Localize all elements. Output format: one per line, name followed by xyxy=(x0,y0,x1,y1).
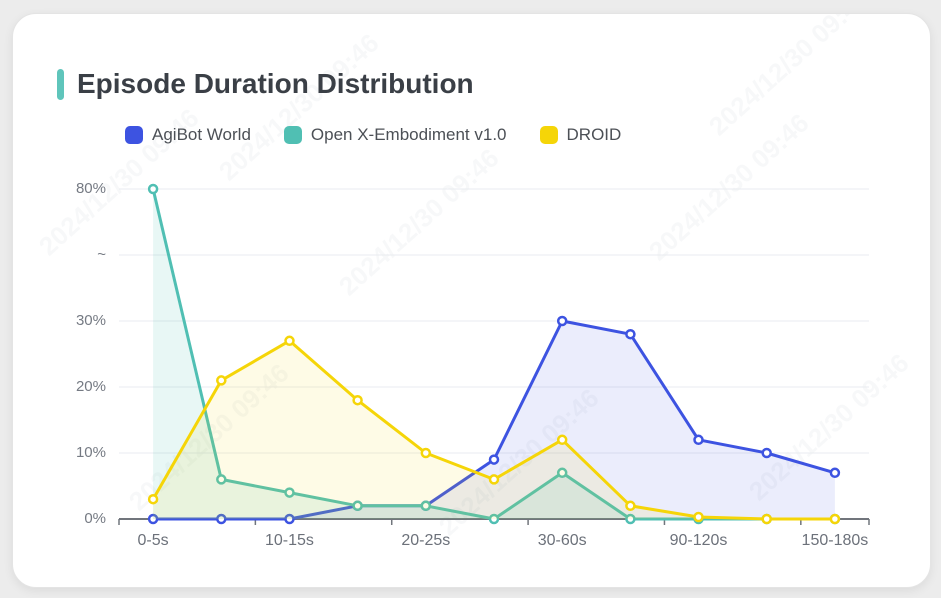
data-point-open-x-embodiment-v1-0[interactable] xyxy=(556,467,568,479)
data-point-droid[interactable] xyxy=(420,447,432,459)
data-point-droid[interactable] xyxy=(488,474,500,485)
data-point-open-x-embodiment-v1-0[interactable] xyxy=(488,513,500,525)
y-axis-label: 20% xyxy=(75,378,106,395)
data-point-droid[interactable] xyxy=(761,513,772,525)
y-axis-label: ~ xyxy=(97,246,106,263)
data-point-open-x-embodiment-v1-0[interactable] xyxy=(147,183,159,195)
series-area-open-x-embodiment-v1-0 xyxy=(153,189,835,519)
legend-item-label: Open X-Embodiment v1.0 xyxy=(310,125,507,144)
chart-card: 2024/12/30 09:46 2024/12/30 09:46 2024/12/… xyxy=(12,13,931,588)
data-point-agibot-world[interactable] xyxy=(216,513,227,525)
data-point-agibot-world[interactable] xyxy=(761,447,772,459)
x-axis-label: 30-60s xyxy=(537,532,587,549)
legend-item-label: DROID xyxy=(566,125,622,144)
y-axis-label: 0% xyxy=(84,510,106,527)
legend-item-label: AgiBot World xyxy=(152,125,251,144)
legend-item-agibot-world[interactable]: AgiBot World xyxy=(125,125,251,145)
x-axis-label: 20-25s xyxy=(401,532,451,549)
data-point-droid[interactable] xyxy=(556,434,568,446)
legend-swatch xyxy=(125,126,143,144)
chart-title: Episode Duration Distribution xyxy=(77,68,474,99)
data-point-agibot-world[interactable] xyxy=(693,434,704,446)
x-axis-label: 0-5s xyxy=(137,532,169,549)
chart-legend: AgiBot World Open X-Embodiment v1.0 DROID xyxy=(125,125,621,145)
y-axis-label: 30% xyxy=(75,312,106,329)
data-point-droid[interactable] xyxy=(216,375,227,386)
data-point-droid[interactable] xyxy=(284,335,295,347)
x-axis-label: 90-120s xyxy=(669,532,728,549)
legend-swatch xyxy=(539,126,558,144)
data-point-droid[interactable] xyxy=(693,511,704,523)
title-accent-bar xyxy=(57,68,64,100)
series-area-droid xyxy=(153,340,835,519)
data-point-droid[interactable] xyxy=(625,500,636,512)
data-point-agibot-world[interactable] xyxy=(625,328,636,340)
data-point-agibot-world[interactable] xyxy=(829,467,841,479)
legend-item-open-x-embodiment-v1-0[interactable]: Open X-Embodiment v1.0 xyxy=(283,125,507,145)
y-axis-label: 80% xyxy=(75,180,106,197)
x-axis-label: 10-15s xyxy=(264,532,314,549)
data-point-agibot-world[interactable] xyxy=(284,513,295,525)
data-point-open-x-embodiment-v1-0[interactable] xyxy=(352,500,363,512)
data-point-open-x-embodiment-v1-0[interactable] xyxy=(420,500,432,512)
data-point-open-x-embodiment-v1-0[interactable] xyxy=(625,513,636,525)
data-point-agibot-world[interactable] xyxy=(147,513,159,525)
data-point-open-x-embodiment-v1-0[interactable] xyxy=(284,487,295,498)
x-axis-label: 150-180s xyxy=(801,532,869,549)
data-point-agibot-world[interactable] xyxy=(556,315,568,327)
data-point-droid[interactable] xyxy=(147,493,159,505)
y-axis-label: 10% xyxy=(75,444,106,461)
legend-swatch xyxy=(283,126,302,144)
data-point-open-x-embodiment-v1-0[interactable] xyxy=(216,474,227,485)
data-point-agibot-world[interactable] xyxy=(488,454,500,465)
chart-header: Episode Duration Distribution xyxy=(57,68,474,100)
series-area-agibot-world xyxy=(153,321,835,519)
data-point-droid[interactable] xyxy=(829,513,841,525)
data-point-droid[interactable] xyxy=(352,394,363,406)
legend-item-droid[interactable]: DROID xyxy=(539,125,622,145)
